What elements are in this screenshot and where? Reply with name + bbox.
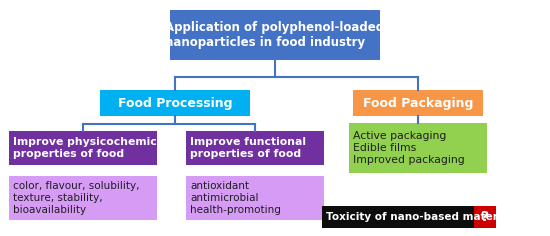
Text: Active packaging
Edible films
Improved packaging: Active packaging Edible films Improved p… xyxy=(353,131,465,164)
Text: ?: ? xyxy=(481,210,489,224)
FancyBboxPatch shape xyxy=(186,176,324,220)
Text: Toxicity of nano-based materials: Toxicity of nano-based materials xyxy=(326,212,518,222)
FancyBboxPatch shape xyxy=(349,123,487,173)
FancyBboxPatch shape xyxy=(353,90,483,116)
FancyBboxPatch shape xyxy=(9,176,157,220)
Text: color, flavour, solubility,
texture, stability,
bioavailability: color, flavour, solubility, texture, sta… xyxy=(13,181,140,215)
Text: Improve physicochemical
properties of food: Improve physicochemical properties of fo… xyxy=(13,137,168,159)
FancyBboxPatch shape xyxy=(170,10,380,60)
FancyBboxPatch shape xyxy=(322,206,480,228)
FancyBboxPatch shape xyxy=(9,131,157,165)
FancyBboxPatch shape xyxy=(186,131,324,165)
Text: Improve functional
properties of food: Improve functional properties of food xyxy=(190,137,306,159)
FancyBboxPatch shape xyxy=(100,90,250,116)
Text: antioxidant
antimicrobial
health-promoting: antioxidant antimicrobial health-promoti… xyxy=(190,181,281,215)
Text: Food Processing: Food Processing xyxy=(118,97,232,110)
FancyBboxPatch shape xyxy=(474,206,496,228)
Text: Application of polyphenol-loaded
nanoparticles in food industry: Application of polyphenol-loaded nanopar… xyxy=(166,21,384,49)
Text: Food Packaging: Food Packaging xyxy=(363,97,473,110)
